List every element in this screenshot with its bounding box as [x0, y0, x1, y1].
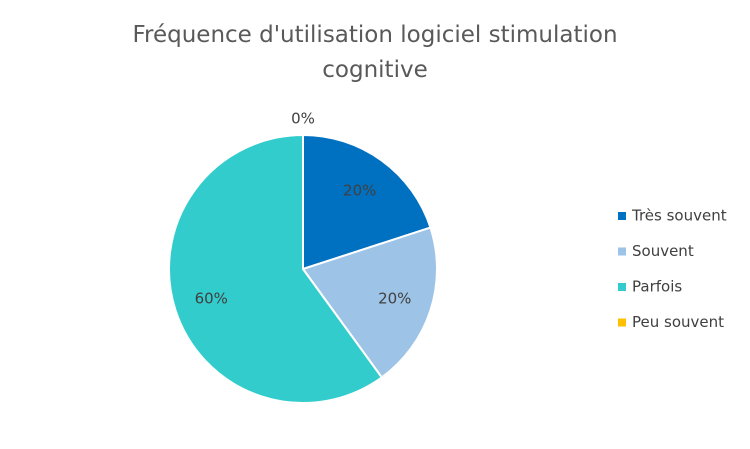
legend-marker — [618, 283, 626, 291]
legend-marker — [618, 212, 626, 220]
legend-label: Souvent — [632, 242, 694, 260]
legend-label: Peu souvent — [632, 313, 724, 331]
data-label: 0% — [291, 110, 315, 128]
data-label: 20% — [343, 181, 376, 199]
legend-label: Parfois — [632, 278, 682, 296]
legend-marker — [618, 318, 626, 327]
legend-marker — [618, 247, 626, 256]
pie-slice — [302, 133, 432, 271]
pie-slice — [301, 226, 438, 379]
chart-title: Fréquence d'utilisation logiciel stimula… — [132, 22, 618, 83]
legend-label: Très souvent — [631, 207, 727, 225]
data-label: 20% — [378, 289, 411, 307]
data-label: 60% — [195, 289, 228, 307]
pie-slice — [168, 133, 384, 404]
